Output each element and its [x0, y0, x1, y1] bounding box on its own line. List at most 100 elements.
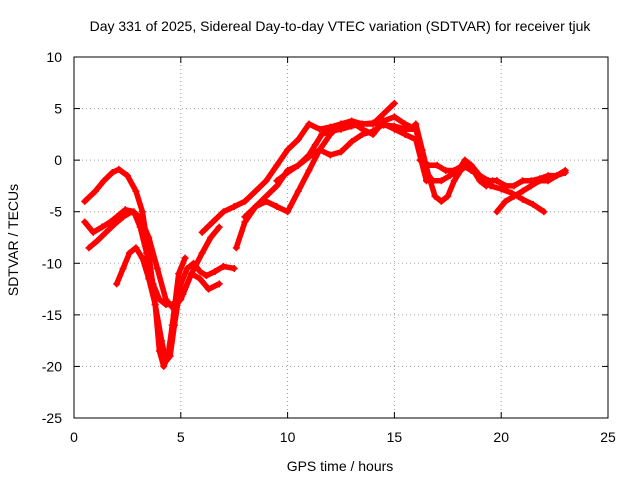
data-point-marker	[311, 141, 319, 149]
data-point-marker	[348, 138, 356, 146]
data-point-marker	[316, 125, 324, 133]
data-point-marker	[106, 218, 114, 226]
data-point-marker	[132, 187, 140, 195]
data-point-marker	[155, 295, 163, 303]
data-point-marker	[170, 321, 178, 329]
y-tick-label: -25	[42, 410, 62, 426]
data-point-marker	[119, 264, 127, 272]
x-tick-label: 25	[600, 429, 616, 445]
x-tick-label: 10	[280, 429, 296, 445]
data-point-marker	[390, 113, 398, 121]
data-point-marker	[337, 148, 345, 156]
data-point-marker	[519, 187, 527, 195]
data-point-marker	[305, 166, 313, 174]
y-tick-label: -20	[42, 358, 62, 374]
data-point-marker	[207, 234, 215, 241]
y-tick-label: -10	[42, 255, 62, 271]
chart-title: Day 331 of 2025, Sidereal Day-to-day VTE…	[90, 18, 592, 34]
data-point-marker	[230, 264, 238, 272]
data-point-marker	[262, 197, 270, 205]
data-point-marker	[401, 120, 409, 128]
data-point-marker	[442, 166, 450, 174]
data-point-marker	[487, 182, 495, 190]
data-point-marker	[252, 187, 260, 195]
data-point-marker	[380, 110, 388, 118]
data-point-marker	[444, 192, 452, 200]
axes-layer: 0 5 10 15 20 25 -25 -20 -15 -10 -5 0 5 10	[42, 49, 616, 445]
data-point-marker	[196, 268, 204, 276]
x-tick-label: 0	[70, 429, 78, 445]
data-point-marker	[198, 249, 206, 257]
data-point-marker	[519, 195, 527, 203]
data-point-marker	[420, 166, 428, 174]
data-point-marker	[431, 192, 439, 200]
data-point-marker	[190, 259, 198, 267]
x-axis-title: GPS time / hours	[287, 458, 394, 474]
data-point-marker	[220, 208, 228, 216]
data-point-marker	[136, 213, 144, 221]
data-point-marker	[561, 166, 569, 174]
data-point-marker	[119, 213, 127, 221]
data-point-marker	[230, 203, 238, 211]
y-tick-label: -15	[42, 307, 62, 323]
data-point-marker	[126, 249, 134, 257]
data-point-marker	[497, 185, 505, 193]
data-point-marker	[132, 244, 140, 252]
data-point-marker	[220, 262, 228, 270]
data-point-marker	[284, 208, 292, 216]
data-point-marker	[380, 120, 388, 128]
data-point-marker	[318, 130, 326, 138]
data-point-marker	[454, 166, 462, 174]
data-point-marker	[508, 189, 516, 197]
data-point-marker	[145, 275, 153, 283]
data-point-marker	[187, 270, 195, 278]
data-point-marker	[160, 362, 168, 370]
data-point-marker	[198, 228, 206, 236]
data-point-marker	[337, 120, 345, 128]
data-point-marker	[115, 165, 123, 173]
x-tick-label: 5	[177, 429, 185, 445]
data-point-marker	[166, 352, 174, 360]
data-point-marker	[241, 197, 249, 205]
data-point-marker	[93, 237, 101, 245]
data-point-marker	[196, 275, 204, 283]
data-point-marker	[202, 272, 210, 280]
y-tick-label: 0	[54, 152, 62, 168]
data-point-marker	[437, 197, 445, 205]
data-point-marker	[215, 280, 223, 288]
data-point-marker	[429, 177, 437, 185]
data-point-marker	[232, 244, 240, 252]
data-point-marker	[85, 244, 93, 252]
data-point-marker	[183, 264, 191, 272]
data-point-marker	[128, 208, 136, 216]
data-point-marker	[369, 120, 377, 128]
data-point-marker	[102, 228, 110, 236]
data-point-marker	[348, 118, 356, 126]
data-point-marker	[153, 264, 161, 272]
data-point-marker	[81, 197, 89, 205]
data-point-marker	[108, 169, 116, 177]
data-point-marker	[294, 161, 302, 169]
data-point-marker	[305, 153, 313, 161]
data-point-marker	[450, 177, 458, 185]
data-point-marker	[273, 203, 281, 211]
data-point-marker	[412, 120, 420, 128]
data-point-marker	[81, 218, 89, 226]
data-point-marker	[284, 169, 292, 177]
y-axis-title: SDTVAR / TECUs	[5, 184, 21, 296]
data-point-marker	[358, 130, 366, 138]
data-point-marker	[158, 337, 166, 345]
data-point-marker	[205, 285, 213, 293]
data-point-marker	[527, 182, 535, 190]
data-point-marker	[181, 254, 189, 262]
data-point-marker	[476, 172, 484, 180]
data-point-marker	[540, 208, 548, 216]
data-point-marker	[89, 228, 97, 236]
data-point-marker	[529, 200, 537, 208]
data-point-marker	[418, 146, 426, 154]
series-track-3	[86, 208, 222, 313]
data-point-marker	[544, 177, 552, 185]
data-point-marker	[162, 357, 170, 365]
data-point-marker	[390, 99, 398, 107]
